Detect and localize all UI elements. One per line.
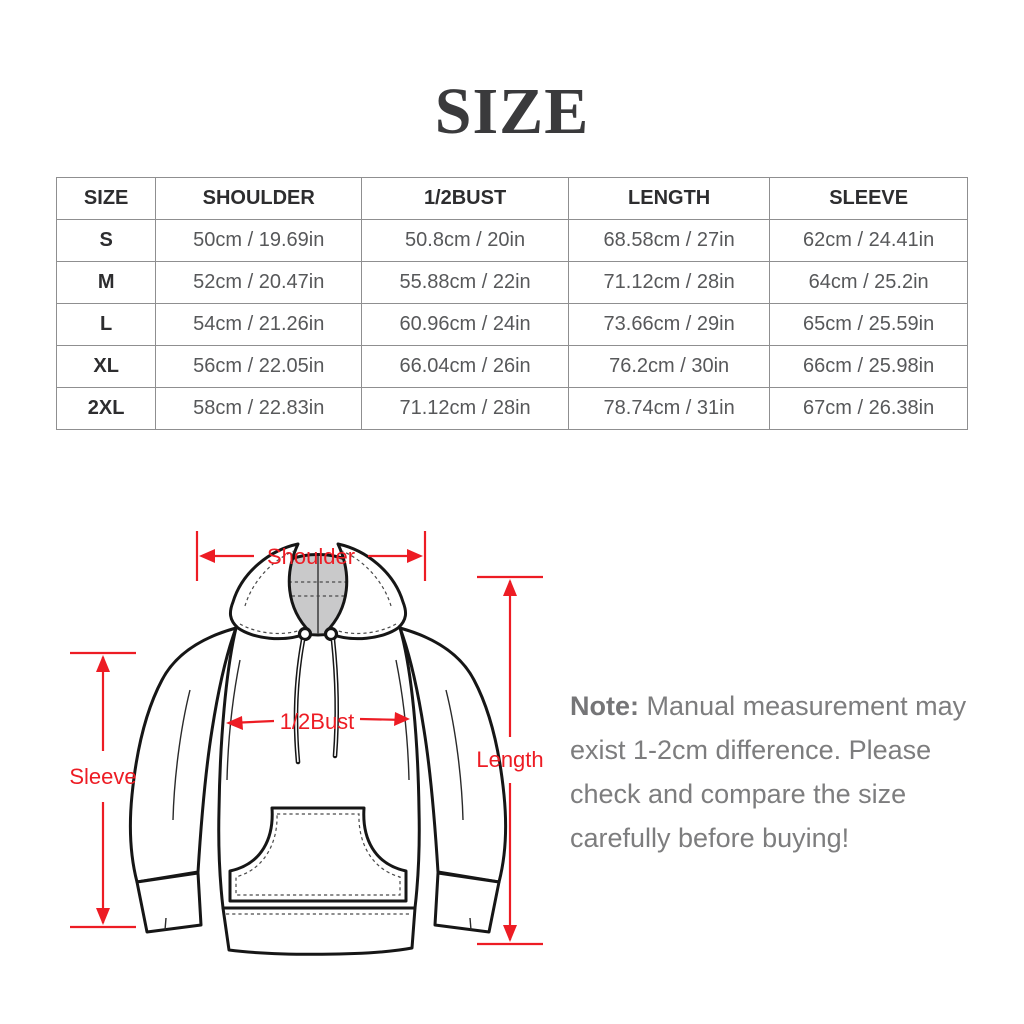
cell-size: XL [55,345,157,388]
cell-size: 2XL [55,387,157,430]
hoodie-right-sleeve [398,626,508,934]
hood [228,542,408,765]
length-arrow: Length [476,575,544,946]
waistband [221,906,417,956]
cell-sleeve: 65cm / 25.59in [769,303,968,346]
table-row: S 50cm / 19.69in 50.8cm / 20in 68.58cm /… [55,219,968,262]
note-body: Manual measurement may exist 1-2cm diffe… [570,691,967,853]
right-eyelet [323,626,339,642]
drawstrings [293,637,340,765]
cell-sleeve: 62cm / 24.41in [769,219,968,262]
length-label: Length [476,747,543,772]
note-label: Note: [570,691,639,721]
cell-bust: 60.96cm / 24in [361,303,569,346]
bust-arrow: 1/2Bust [226,709,410,734]
sleeve-arrow: Sleeve [69,651,137,929]
table-row: M 52cm / 20.47in 55.88cm / 22in 71.12cm … [55,261,968,304]
shoulder-arrow: Shoulder [195,531,427,581]
col-header-sleeve: SLEEVE [769,177,968,220]
left-eyelet [297,626,313,642]
cell-length: 76.2cm / 30in [567,345,771,388]
shoulder-label: Shoulder [267,544,355,569]
bust-label: 1/2Bust [280,709,355,734]
cell-sleeve: 66cm / 25.98in [769,345,968,388]
sleeve-label: Sleeve [69,764,136,789]
cell-size: L [55,303,157,346]
cell-sleeve: 64cm / 25.2in [769,261,968,304]
cell-bust: 71.12cm / 28in [361,387,569,430]
cell-shoulder: 52cm / 20.47in [155,261,363,304]
cell-bust: 66.04cm / 26in [361,345,569,388]
size-table: SIZE SHOULDER 1/2BUST LENGTH SLEEVE S 50… [55,177,968,430]
cell-length: 73.66cm / 29in [567,303,771,346]
cell-size: M [55,261,157,304]
table-row: L 54cm / 21.26in 60.96cm / 24in 73.66cm … [55,303,968,346]
col-header-size: SIZE [55,177,157,220]
cell-shoulder: 50cm / 19.69in [155,219,363,262]
right-cuff [433,871,501,934]
cell-length: 71.12cm / 28in [567,261,771,304]
cell-length: 68.58cm / 27in [567,219,771,262]
cell-shoulder: 54cm / 21.26in [155,303,363,346]
col-header-length: LENGTH [567,177,771,220]
kangaroo-pocket [228,806,408,903]
cell-bust: 50.8cm / 20in [361,219,569,262]
col-header-shoulder: SHOULDER [155,177,363,220]
hoodie-left-sleeve [128,626,238,934]
col-header-bust: 1/2BUST [361,177,569,220]
note-text: Note: Manual measurement may exist 1-2cm … [570,684,985,860]
hoodie-measurement-diagram: Shoulder 1/2Bust Sleeve Length [69,531,544,956]
table-row: XL 56cm / 22.05in 66.04cm / 26in 76.2cm … [55,345,968,388]
table-row: 2XL 58cm / 22.83in 71.12cm / 28in 78.74c… [55,387,968,430]
cell-shoulder: 58cm / 22.83in [155,387,363,430]
cell-bust: 55.88cm / 22in [361,261,569,304]
cell-length: 78.74cm / 31in [567,387,771,430]
cell-shoulder: 56cm / 22.05in [155,345,363,388]
left-cuff [135,871,203,934]
cell-sleeve: 67cm / 26.38in [769,387,968,430]
table-header-row: SIZE SHOULDER 1/2BUST LENGTH SLEEVE [55,177,968,220]
cell-size: S [55,219,157,262]
page-title: SIZE [434,75,590,148]
